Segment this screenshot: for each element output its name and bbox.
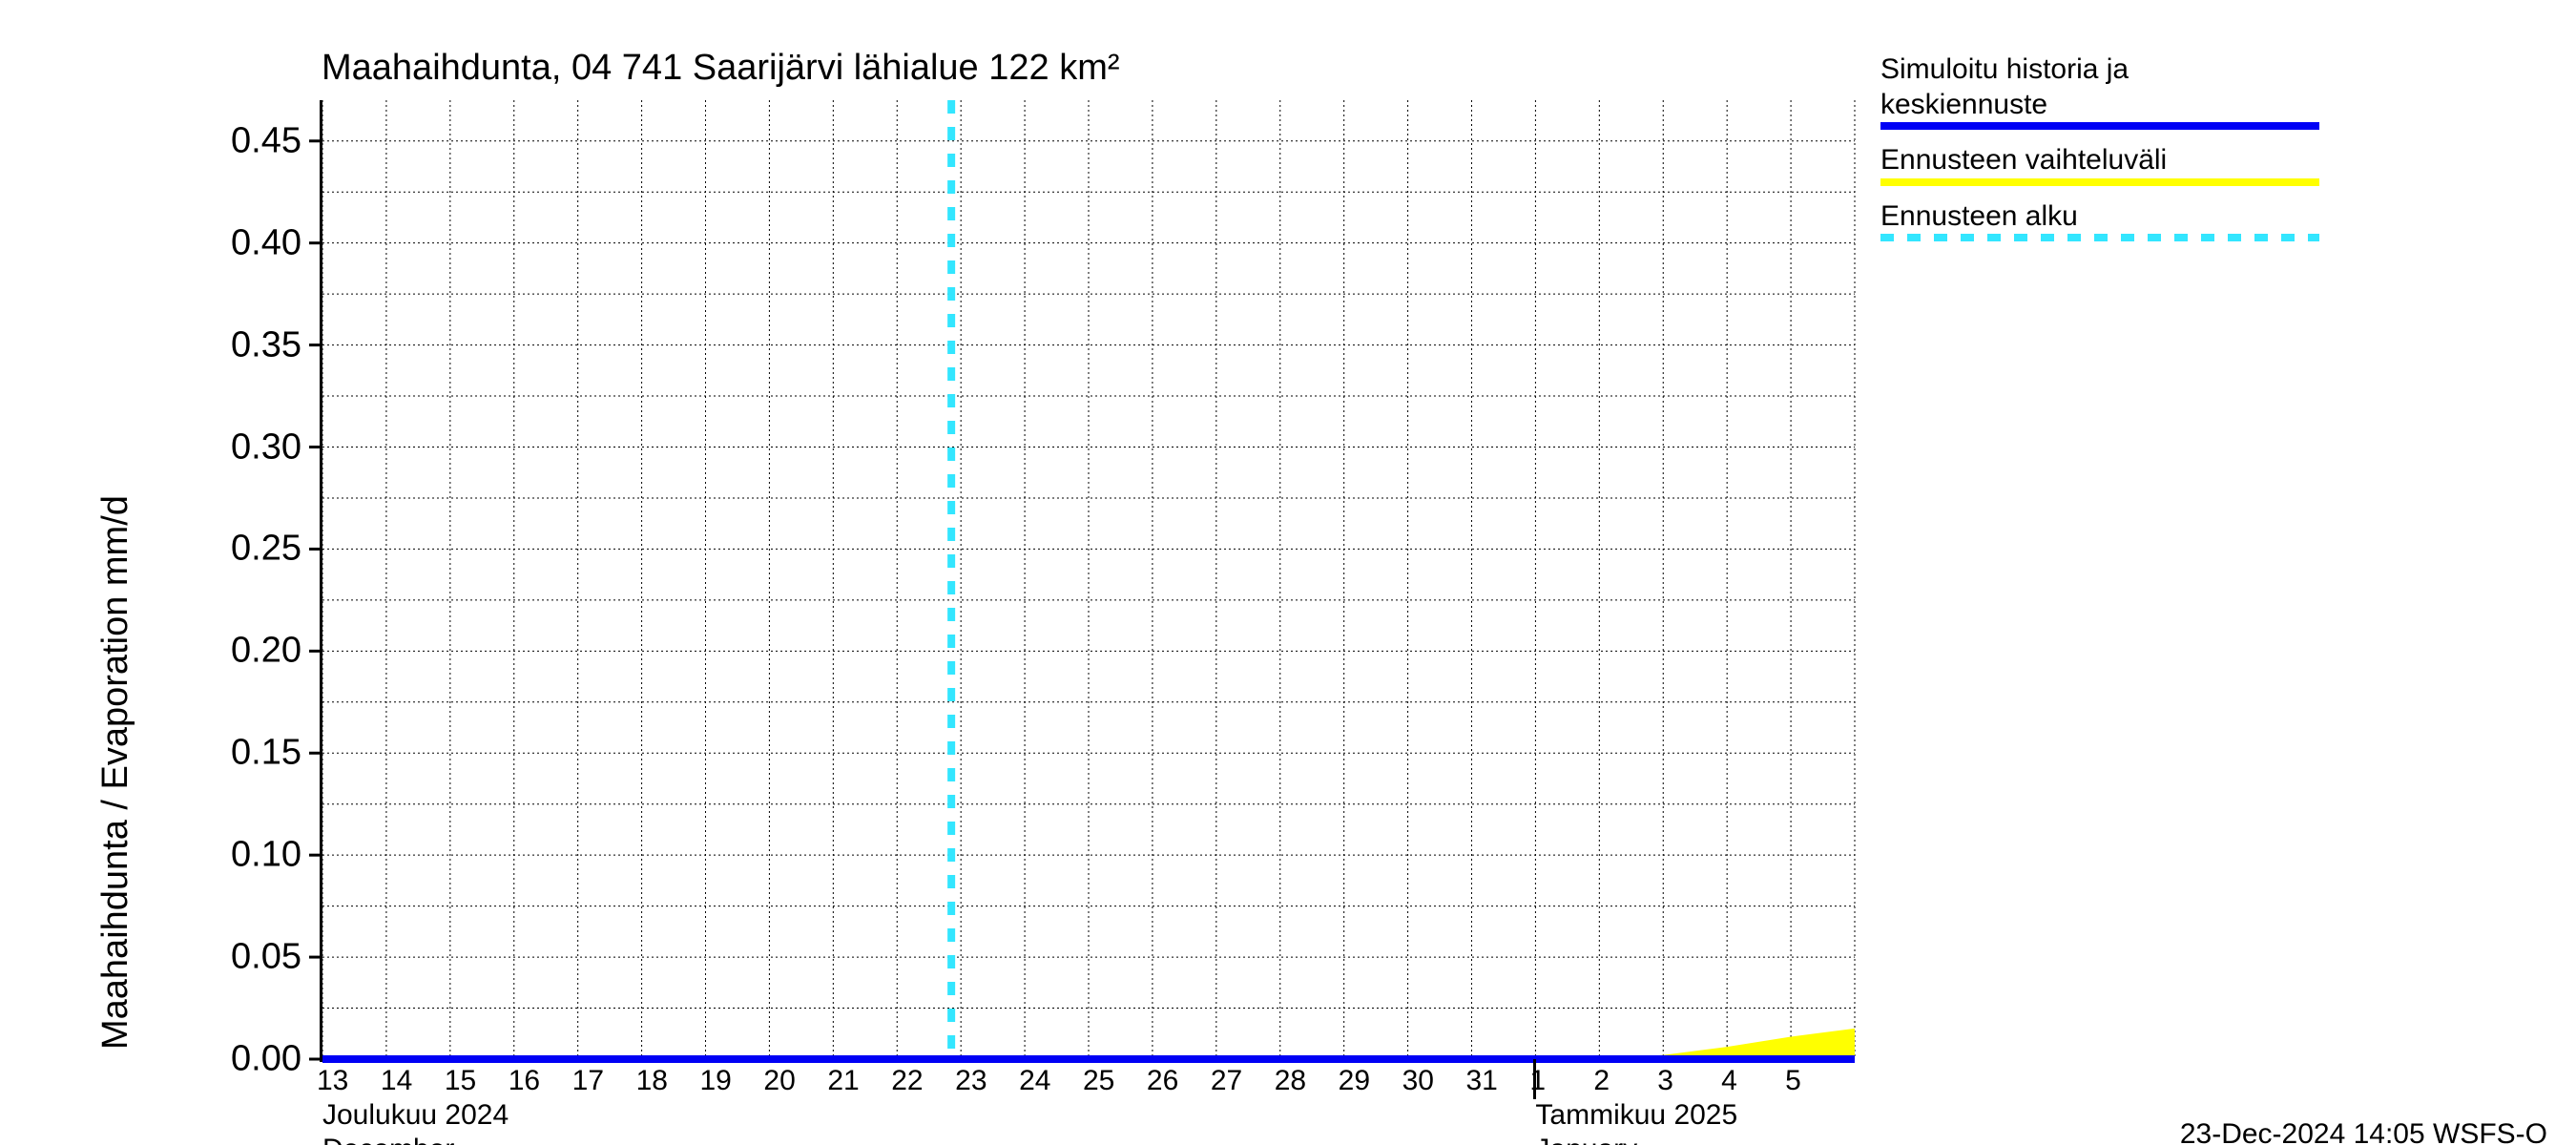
legend-label-forecast-start: Ennusteen alku <box>1880 199 2319 235</box>
plot-svg <box>322 100 1855 1059</box>
x-tick-label: 27 <box>1211 1065 1242 1097</box>
x-tick-label: 18 <box>636 1065 668 1097</box>
legend-swatch-range <box>1880 178 2319 186</box>
x-tick-label: 24 <box>1019 1065 1050 1097</box>
legend-item-range: Ennusteen vaihteluväli <box>1880 143 2319 186</box>
y-tick-label: 0.15 <box>231 733 301 774</box>
x-tick-label: 5 <box>1785 1065 1801 1097</box>
legend-swatch-forecast-start <box>1880 234 2319 241</box>
x-tick-label: 30 <box>1402 1065 1434 1097</box>
x-tick-label: 16 <box>509 1065 540 1097</box>
x-month-label-top: Joulukuu 2024 <box>322 1099 509 1132</box>
x-tick-label: 25 <box>1083 1065 1114 1097</box>
timestamp-label: 23-Dec-2024 14:05 WSFS-O <box>2180 1118 2547 1145</box>
legend-label-center: Simuloitu historia jakeskiennuste <box>1880 52 2319 122</box>
legend-item-forecast-start: Ennusteen alku <box>1880 199 2319 242</box>
x-tick-label: 14 <box>381 1065 412 1097</box>
x-tick-label: 31 <box>1466 1065 1498 1097</box>
x-tick-label: 23 <box>955 1065 987 1097</box>
x-month-label-top: Tammikuu 2025 <box>1535 1099 1737 1132</box>
x-tick-label: 17 <box>572 1065 604 1097</box>
x-tick-label: 19 <box>700 1065 732 1097</box>
x-tick-label: 20 <box>763 1065 795 1097</box>
x-tick-label: 1 <box>1529 1065 1546 1097</box>
y-tick-label: 0.25 <box>231 529 301 570</box>
y-tick-label: 0.30 <box>231 427 301 468</box>
chart-title: Maahaihdunta, 04 741 Saarijärvi lähialue… <box>322 48 1120 89</box>
y-tick-label: 0.35 <box>231 324 301 365</box>
x-tick-label: 13 <box>317 1065 348 1097</box>
month-separator <box>1533 1059 1536 1099</box>
x-month-label-bottom: December <box>322 1134 454 1145</box>
x-tick-label: 3 <box>1657 1065 1673 1097</box>
legend-swatch-center <box>1880 122 2319 130</box>
x-tick-label: 4 <box>1721 1065 1737 1097</box>
y-axis-label: Maahaihdunta / Evaporation mm/d <box>95 495 136 1050</box>
x-tick-label: 21 <box>827 1065 859 1097</box>
legend-item-center: Simuloitu historia jakeskiennuste <box>1880 52 2319 130</box>
y-tick-label: 0.05 <box>231 937 301 978</box>
x-tick-label: 26 <box>1147 1065 1178 1097</box>
y-tick-label: 0.40 <box>231 222 301 263</box>
x-tick-label: 28 <box>1275 1065 1306 1097</box>
x-tick-label: 22 <box>891 1065 923 1097</box>
y-tick-label: 0.00 <box>231 1039 301 1080</box>
legend: Simuloitu historia jakeskiennuste Ennust… <box>1880 52 2319 255</box>
plot-area: 0.000.050.100.150.200.250.300.350.400.45… <box>320 100 1855 1062</box>
x-tick-label: 2 <box>1593 1065 1610 1097</box>
x-tick-label: 29 <box>1339 1065 1370 1097</box>
legend-label-range: Ennusteen vaihteluväli <box>1880 143 2319 178</box>
y-tick-label: 0.10 <box>231 835 301 876</box>
x-month-label-bottom: January <box>1535 1134 1637 1145</box>
chart-container: Maahaihdunta, 04 741 Saarijärvi lähialue… <box>0 0 2576 1145</box>
y-tick-label: 0.20 <box>231 631 301 672</box>
y-tick-label: 0.45 <box>231 120 301 161</box>
x-tick-label: 15 <box>445 1065 476 1097</box>
